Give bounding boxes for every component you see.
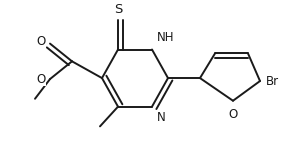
Text: O: O bbox=[37, 73, 46, 85]
Text: N: N bbox=[157, 111, 166, 124]
Text: O: O bbox=[228, 108, 238, 121]
Text: Br: Br bbox=[266, 75, 279, 88]
Text: S: S bbox=[114, 3, 122, 16]
Text: O: O bbox=[37, 35, 46, 48]
Text: NH: NH bbox=[157, 31, 175, 44]
